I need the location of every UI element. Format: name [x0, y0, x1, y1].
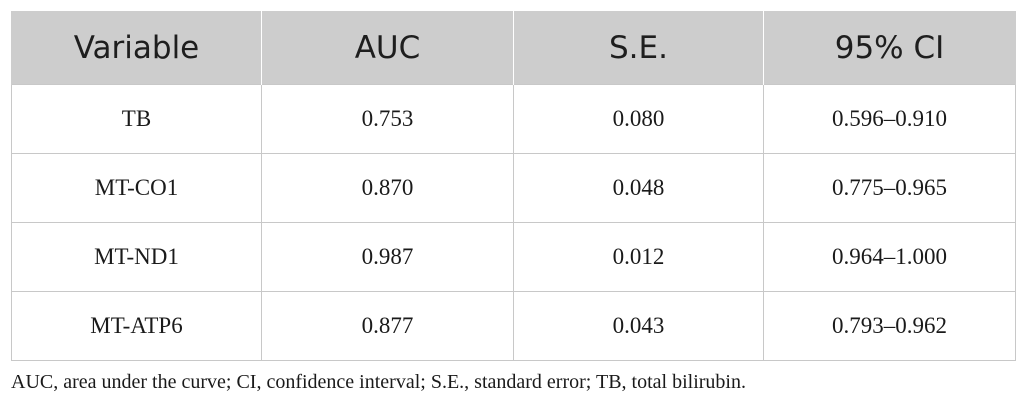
cell-ci: 0.596–0.910 [763, 84, 1016, 154]
cell-se: 0.080 [513, 84, 764, 154]
header-row: Variable AUC S.E. 95% CI [11, 11, 1016, 85]
table-row: MT-ND1 0.987 0.012 0.964–1.000 [11, 222, 1016, 292]
cell-ci: 0.964–1.000 [763, 222, 1016, 292]
table-footnote: AUC, area under the curve; CI, confidenc… [11, 371, 746, 393]
cell-variable: TB [11, 84, 262, 154]
auc-table: Variable AUC S.E. 95% CI TB 0.753 0.080 … [11, 11, 1016, 361]
header-ci: 95% CI [763, 11, 1016, 85]
header-auc: AUC [261, 11, 514, 85]
cell-auc: 0.877 [261, 291, 514, 361]
cell-variable: MT-CO1 [11, 153, 262, 223]
auc-table-container: Variable AUC S.E. 95% CI TB 0.753 0.080 … [11, 11, 1016, 361]
table-row: MT-CO1 0.870 0.048 0.775–0.965 [11, 153, 1016, 223]
cell-variable: MT-ND1 [11, 222, 262, 292]
table-row: TB 0.753 0.080 0.596–0.910 [11, 84, 1016, 154]
header-se: S.E. [513, 11, 764, 85]
table-row: MT-ATP6 0.877 0.043 0.793–0.962 [11, 291, 1016, 361]
cell-auc: 0.987 [261, 222, 514, 292]
cell-ci: 0.793–0.962 [763, 291, 1016, 361]
cell-auc: 0.753 [261, 84, 514, 154]
table-body: TB 0.753 0.080 0.596–0.910 MT-CO1 0.870 … [11, 84, 1016, 361]
cell-variable: MT-ATP6 [11, 291, 262, 361]
cell-se: 0.012 [513, 222, 764, 292]
cell-se: 0.043 [513, 291, 764, 361]
table-header: Variable AUC S.E. 95% CI [11, 11, 1016, 85]
cell-auc: 0.870 [261, 153, 514, 223]
cell-se: 0.048 [513, 153, 764, 223]
cell-ci: 0.775–0.965 [763, 153, 1016, 223]
header-variable: Variable [11, 11, 262, 85]
